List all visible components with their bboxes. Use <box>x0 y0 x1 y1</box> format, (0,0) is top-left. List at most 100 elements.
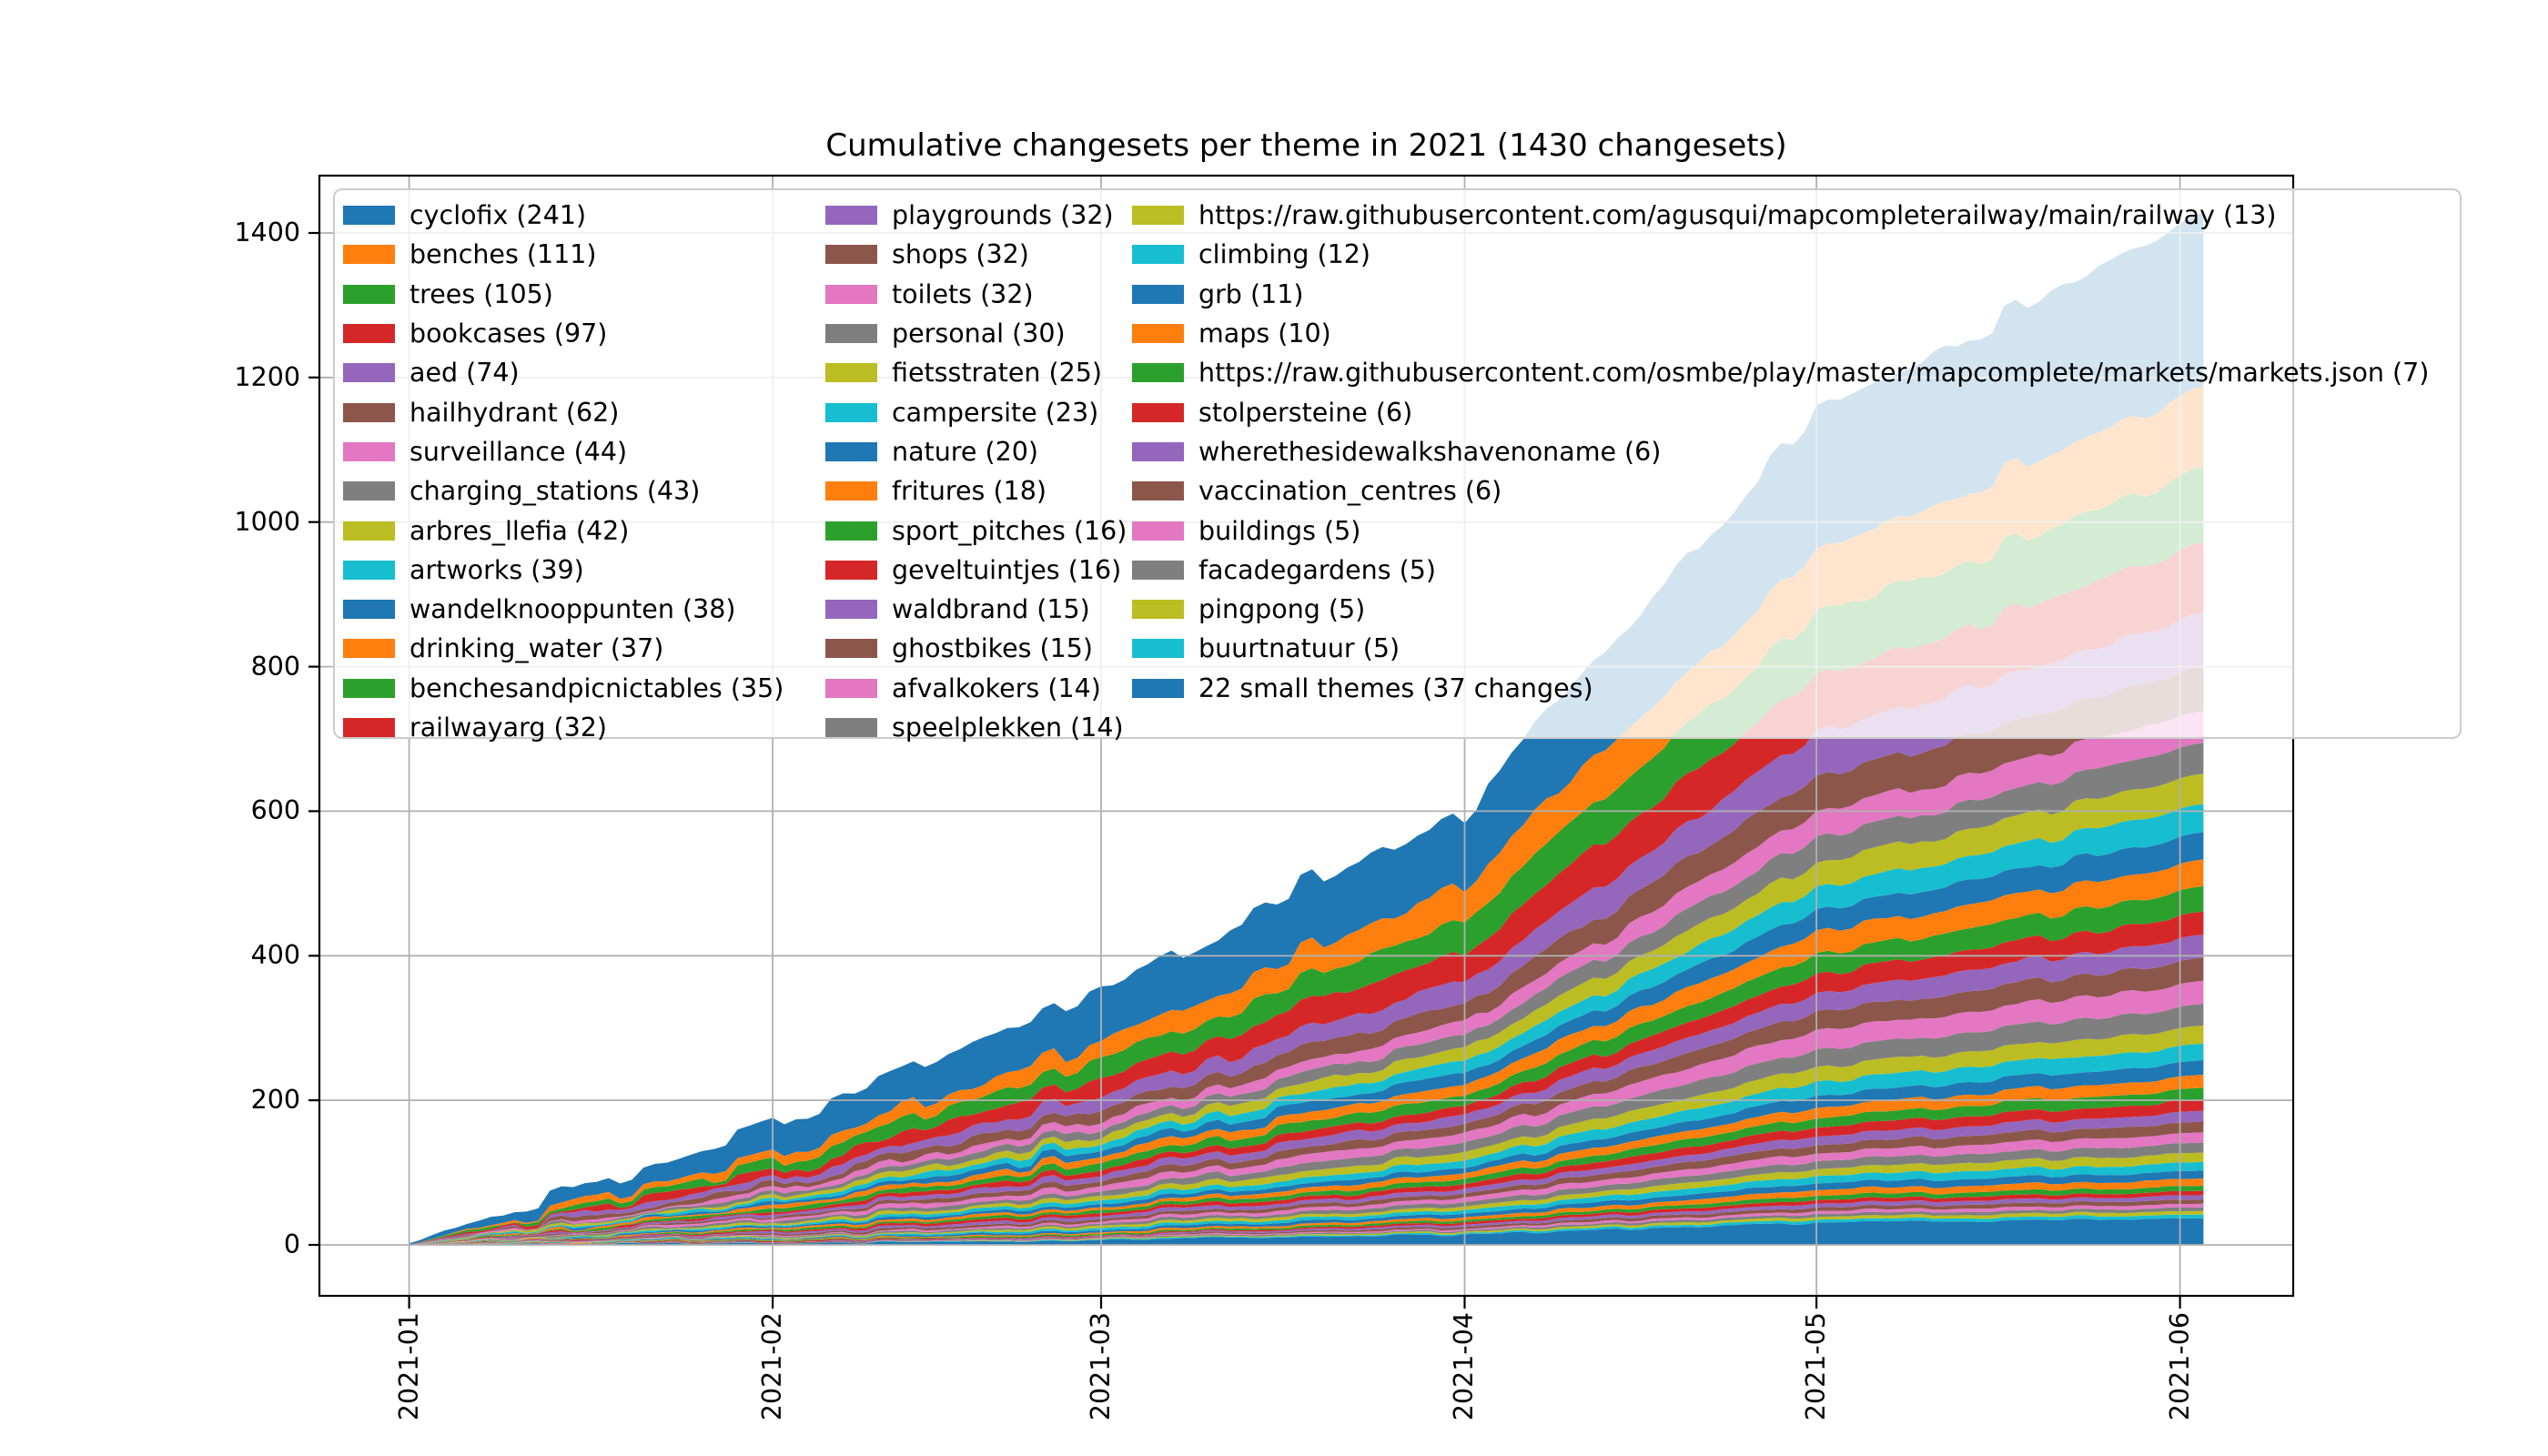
legend-item-label: climbing (12) <box>1198 239 1370 270</box>
area-drinking_water <box>409 859 2204 1245</box>
area-mapcompleterailway_railway_url <box>409 1152 2204 1245</box>
area-maps <box>409 1178 2204 1245</box>
legend-item: speelplekken (14) <box>825 708 1127 747</box>
legend-item-label: hailhydrant (62) <box>410 397 620 428</box>
legend-item: facadegardens (5) <box>1132 551 2429 590</box>
legend-swatch-icon <box>1132 402 1184 422</box>
legend-swatch-icon <box>343 560 395 580</box>
legend-swatch-icon <box>1132 324 1184 344</box>
legend-swatch-icon <box>825 363 877 383</box>
legend-swatch-icon <box>825 560 877 580</box>
legend-item: wandelknooppunten (38) <box>343 590 784 629</box>
x-axis-tick: 2021-03 <box>1083 1312 1119 1431</box>
legend-item: benchesandpicnictables (35) <box>343 669 784 708</box>
legend-column: playgrounds (32) shops (32) toilets (32) pe… <box>825 196 1127 747</box>
area-climbing <box>409 1161 2204 1245</box>
x-axis-tick: 2021-04 <box>1446 1312 1482 1431</box>
legend-item: trees (105) <box>343 275 784 314</box>
legend-item-label: stolpersteine (6) <box>1198 397 1413 428</box>
legend-item: sport_pitches (16) <box>825 511 1127 550</box>
legend-item-label: benches (111) <box>410 239 597 270</box>
x-axis-tick-label: 2021-05 <box>1801 1312 1832 1421</box>
legend-swatch-icon <box>825 324 877 344</box>
legend-swatch-icon <box>825 284 877 304</box>
legend-swatch-icon <box>1132 481 1184 501</box>
legend-swatch-icon <box>1132 521 1184 541</box>
legend-item: afvalkokers (14) <box>825 669 1127 708</box>
x-axis-tick-label: 2021-04 <box>1449 1312 1480 1421</box>
y-axis-tick-label: 600 <box>250 795 300 826</box>
area-artworks <box>409 804 2204 1245</box>
legend-item: personal (30) <box>825 314 1127 353</box>
area-sport_pitches <box>409 1087 2204 1245</box>
area-campersite <box>409 1043 2204 1245</box>
legend-item-label: sport_pitches (16) <box>892 515 1127 546</box>
legend-item-label: buurtnatuur (5) <box>1198 633 1400 664</box>
x-axis-tick: 2021-02 <box>754 1312 791 1431</box>
legend-item-label: personal (30) <box>892 318 1066 349</box>
legend-item-label: buildings (5) <box>1198 515 1361 546</box>
legend-swatch-icon <box>343 324 395 344</box>
legend-item: arbres_llefia (42) <box>343 511 784 550</box>
legend-item-label: railwayarg (32) <box>410 713 607 743</box>
legend-swatch-icon <box>825 245 877 265</box>
area-afvalkokers <box>409 1132 2204 1245</box>
legend-item-label: trees (105) <box>410 278 553 309</box>
legend-item: waldbrand (15) <box>825 590 1127 629</box>
legend-item-label: campersite (23) <box>892 397 1099 428</box>
legend-item: ghostbikes (15) <box>825 629 1127 668</box>
legend-item-label: fritures (18) <box>892 476 1046 507</box>
legend-swatch-icon <box>1132 206 1184 226</box>
legend-swatch-icon <box>343 678 395 698</box>
legend-swatch-icon <box>343 245 395 265</box>
legend-item-label: speelplekken (14) <box>892 713 1124 743</box>
legend-swatch-icon <box>1132 284 1184 304</box>
area-22_small_themes <box>409 1218 2204 1245</box>
area-waldbrand <box>409 1110 2204 1245</box>
y-axis-tick-label: 1000 <box>234 506 300 537</box>
legend-item: 22 small themes (37 changes) <box>1132 669 2429 708</box>
legend-item-label: facadegardens (5) <box>1198 554 1436 585</box>
area-charging_stations <box>409 743 2204 1245</box>
legend-swatch-icon <box>343 521 395 541</box>
legend-item: https://raw.githubusercontent.com/osmbe/… <box>1132 353 2429 392</box>
legend-item-label: fietsstraten (25) <box>892 358 1103 389</box>
legend-item: artworks (39) <box>343 551 784 590</box>
y-axis-tick-label: 200 <box>250 1085 300 1116</box>
legend-swatch-icon <box>825 206 877 226</box>
legend-item-label: playgrounds (32) <box>892 200 1114 231</box>
legend-item-label: charging_stations (43) <box>410 476 701 507</box>
legend-item-label: artworks (39) <box>410 554 584 585</box>
x-axis-tick: 2021-05 <box>1798 1312 1835 1431</box>
area-playgrounds <box>409 935 2204 1245</box>
area-wherethesidewalkshavenoname <box>409 1195 2204 1245</box>
legend-item: hailhydrant (62) <box>343 392 784 431</box>
legend-item-label: vaccination_centres (6) <box>1198 476 1502 507</box>
legend-item-label: 22 small themes (37 changes) <box>1198 672 1593 703</box>
area-speelplekken <box>409 1142 2204 1245</box>
legend-swatch-icon <box>343 363 395 383</box>
legend-swatch-icon <box>1132 560 1184 580</box>
legend: cyclofix (241) benches (111) trees (105) bo… <box>333 188 2462 743</box>
legend-swatch-icon <box>1132 245 1184 265</box>
area-railwayarg <box>409 911 2204 1245</box>
area-grb <box>409 1170 2204 1245</box>
legend-swatch-icon <box>1132 441 1184 461</box>
area-facadegardens <box>409 1207 2204 1245</box>
legend-swatch-icon <box>825 639 877 659</box>
area-wandelknooppunten <box>409 832 2204 1245</box>
legend-item-label: surveillance (44) <box>410 436 628 467</box>
legend-item: buurtnatuur (5) <box>1132 629 2429 668</box>
legend-swatch-icon <box>343 718 395 737</box>
legend-swatch-icon <box>825 521 877 541</box>
legend-item-label: afvalkokers (14) <box>892 672 1101 703</box>
y-axis-tick-label: 1200 <box>234 361 300 392</box>
area-vaccination_centres <box>409 1199 2204 1245</box>
legend-item: fietsstraten (25) <box>825 353 1127 392</box>
legend-swatch-icon <box>825 718 877 737</box>
area-surveillance <box>409 711 2204 1245</box>
legend-item-label: geveltuintjes (16) <box>892 554 1122 585</box>
y-axis-tick-label: 1400 <box>234 217 300 248</box>
legend-item-label: nature (20) <box>892 436 1038 467</box>
legend-item-label: waldbrand (15) <box>892 594 1090 625</box>
